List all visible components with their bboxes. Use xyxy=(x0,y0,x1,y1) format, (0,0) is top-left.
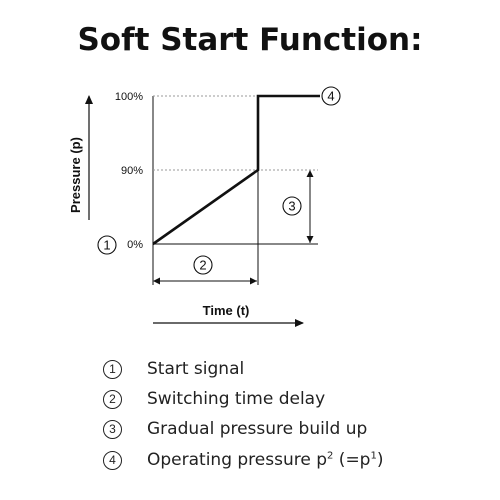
tick-label-100: 100% xyxy=(115,91,143,103)
legend-text: Operating pressure p2 (=p1) xyxy=(147,450,384,470)
legend-item-pressure-buildup: 3 Gradual pressure build up xyxy=(103,416,367,442)
legend-number: 1 xyxy=(103,359,122,379)
legend-number: 4 xyxy=(103,450,122,470)
legend-number: 2 xyxy=(103,389,122,409)
marker-3-circle xyxy=(282,196,302,216)
marker-2-circle xyxy=(193,255,213,275)
legend-item-operating-pressure: 4 Operating pressure p2 (=p1) xyxy=(103,447,384,473)
legend-number: 3 xyxy=(103,419,122,439)
marker-1-circle xyxy=(97,235,117,255)
marker-1-label: 1 xyxy=(103,238,110,253)
marker-4-circle xyxy=(321,86,341,106)
marker-4-label: 4 xyxy=(327,89,334,104)
superscript: 2 xyxy=(327,450,334,462)
legend-text-end: ) xyxy=(376,450,384,470)
pressure-curve xyxy=(152,94,320,246)
tick-label-0: 0% xyxy=(127,239,143,251)
legend-text-mid: (=p xyxy=(333,450,371,470)
legend-item-switching-delay: 2 Switching time delay xyxy=(103,386,325,412)
y-axis-label: Pressure (p) xyxy=(68,137,83,213)
marker-3-label: 3 xyxy=(288,199,295,214)
page-title: Soft Start Function: xyxy=(77,22,423,58)
superscript: 1 xyxy=(370,450,377,462)
marker-2-label: 2 xyxy=(199,258,206,273)
legend-text-main: Operating pressure p xyxy=(147,450,328,470)
x-axis-label: Time (t) xyxy=(203,303,250,318)
legend-text: Switching time delay xyxy=(147,389,326,409)
tick-label-90: 90% xyxy=(121,165,143,177)
legend-item-start-signal: 1 Start signal xyxy=(103,356,244,382)
legend-text: Gradual pressure build up xyxy=(147,419,368,439)
legend-text: Start signal xyxy=(147,359,245,379)
